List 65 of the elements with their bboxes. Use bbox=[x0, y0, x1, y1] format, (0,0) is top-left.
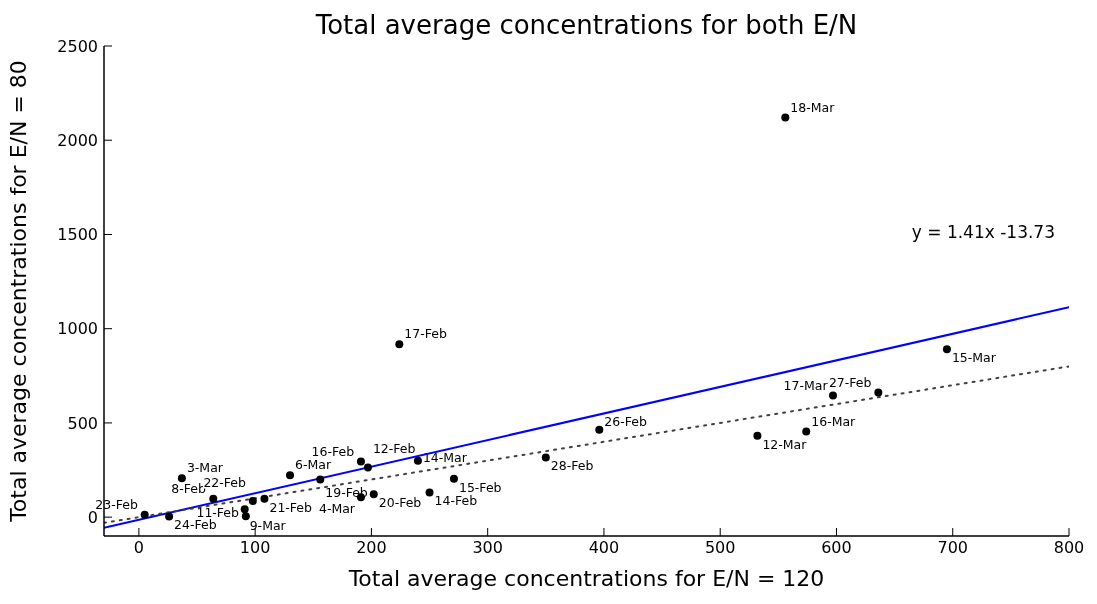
annotation: 18-Mar bbox=[790, 99, 836, 115]
point bbox=[425, 488, 434, 497]
point bbox=[356, 457, 365, 466]
point bbox=[286, 471, 295, 480]
y-tick-label: 1500 bbox=[57, 225, 98, 245]
y-tick-label: 1000 bbox=[57, 319, 98, 339]
point bbox=[248, 496, 257, 505]
annotation: 14-Mar bbox=[422, 449, 468, 465]
annotation: 9-Mar bbox=[249, 518, 287, 534]
annotation: 21-Feb bbox=[269, 499, 313, 515]
point bbox=[413, 456, 422, 465]
point bbox=[240, 505, 249, 514]
point bbox=[395, 340, 404, 349]
point bbox=[363, 463, 372, 472]
annotation: 17-Mar bbox=[783, 377, 829, 393]
annotation: 16-Mar bbox=[811, 413, 857, 429]
point bbox=[449, 474, 458, 483]
point bbox=[241, 512, 250, 521]
point bbox=[260, 494, 269, 503]
point bbox=[874, 388, 883, 397]
point bbox=[177, 474, 186, 483]
annotation: 8-Feb bbox=[171, 480, 206, 496]
y-axis-title: Total average concentrations for E/N = 80 bbox=[5, 60, 31, 523]
annotation: 24-Feb bbox=[174, 517, 217, 533]
y-tick-label: 500 bbox=[67, 413, 98, 433]
chart-title: Total average concentrations for both E/N bbox=[314, 10, 859, 40]
point bbox=[828, 391, 837, 400]
annotation: 16-Feb bbox=[311, 443, 355, 459]
annotation: 15-Mar bbox=[951, 350, 997, 366]
x-tick-label: 400 bbox=[588, 538, 620, 558]
annotation: y = 1.41x -13.73 bbox=[911, 222, 1055, 242]
point bbox=[802, 427, 811, 436]
point bbox=[209, 494, 218, 503]
point bbox=[316, 475, 325, 484]
annotation: 26-Feb bbox=[604, 414, 647, 430]
annotation: 17-Feb bbox=[404, 326, 447, 342]
point bbox=[595, 425, 604, 434]
y-tick-label: 2500 bbox=[57, 36, 98, 56]
x-tick-label: 0 bbox=[133, 538, 144, 558]
annotation: 15-Feb bbox=[458, 479, 502, 495]
point bbox=[942, 345, 951, 354]
x-tick-label: 500 bbox=[704, 538, 736, 558]
y-tick-label: 2000 bbox=[57, 130, 98, 150]
point bbox=[541, 453, 550, 462]
point bbox=[165, 512, 174, 521]
annotation: 27-Feb bbox=[828, 374, 872, 390]
point bbox=[781, 113, 790, 122]
x-tick-label: 200 bbox=[356, 538, 387, 558]
x-axis-title: Total average concentrations for E/N = 120 bbox=[347, 566, 825, 591]
point bbox=[753, 431, 762, 440]
annotation: 20-Feb bbox=[378, 495, 422, 511]
x-tick-label: 300 bbox=[472, 538, 503, 558]
x-tick-label: 800 bbox=[1053, 538, 1085, 558]
annotation: 6-Mar bbox=[295, 457, 332, 473]
x-tick-label: 600 bbox=[821, 538, 852, 558]
annotation: 28-Feb bbox=[550, 458, 594, 474]
point bbox=[140, 510, 149, 519]
annotation: 12-Mar bbox=[762, 436, 808, 452]
annotation: 4-Mar bbox=[318, 500, 356, 516]
annotation: 3-Mar bbox=[186, 460, 224, 476]
x-tick-label: 700 bbox=[937, 538, 969, 558]
annotation: 12-Feb bbox=[372, 441, 416, 457]
annotation: 14-Feb bbox=[434, 493, 478, 509]
point bbox=[369, 490, 378, 499]
x-tick-label: 100 bbox=[239, 538, 271, 558]
